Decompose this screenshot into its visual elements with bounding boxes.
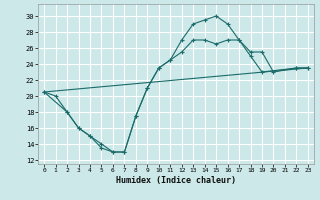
X-axis label: Humidex (Indice chaleur): Humidex (Indice chaleur) bbox=[116, 176, 236, 185]
